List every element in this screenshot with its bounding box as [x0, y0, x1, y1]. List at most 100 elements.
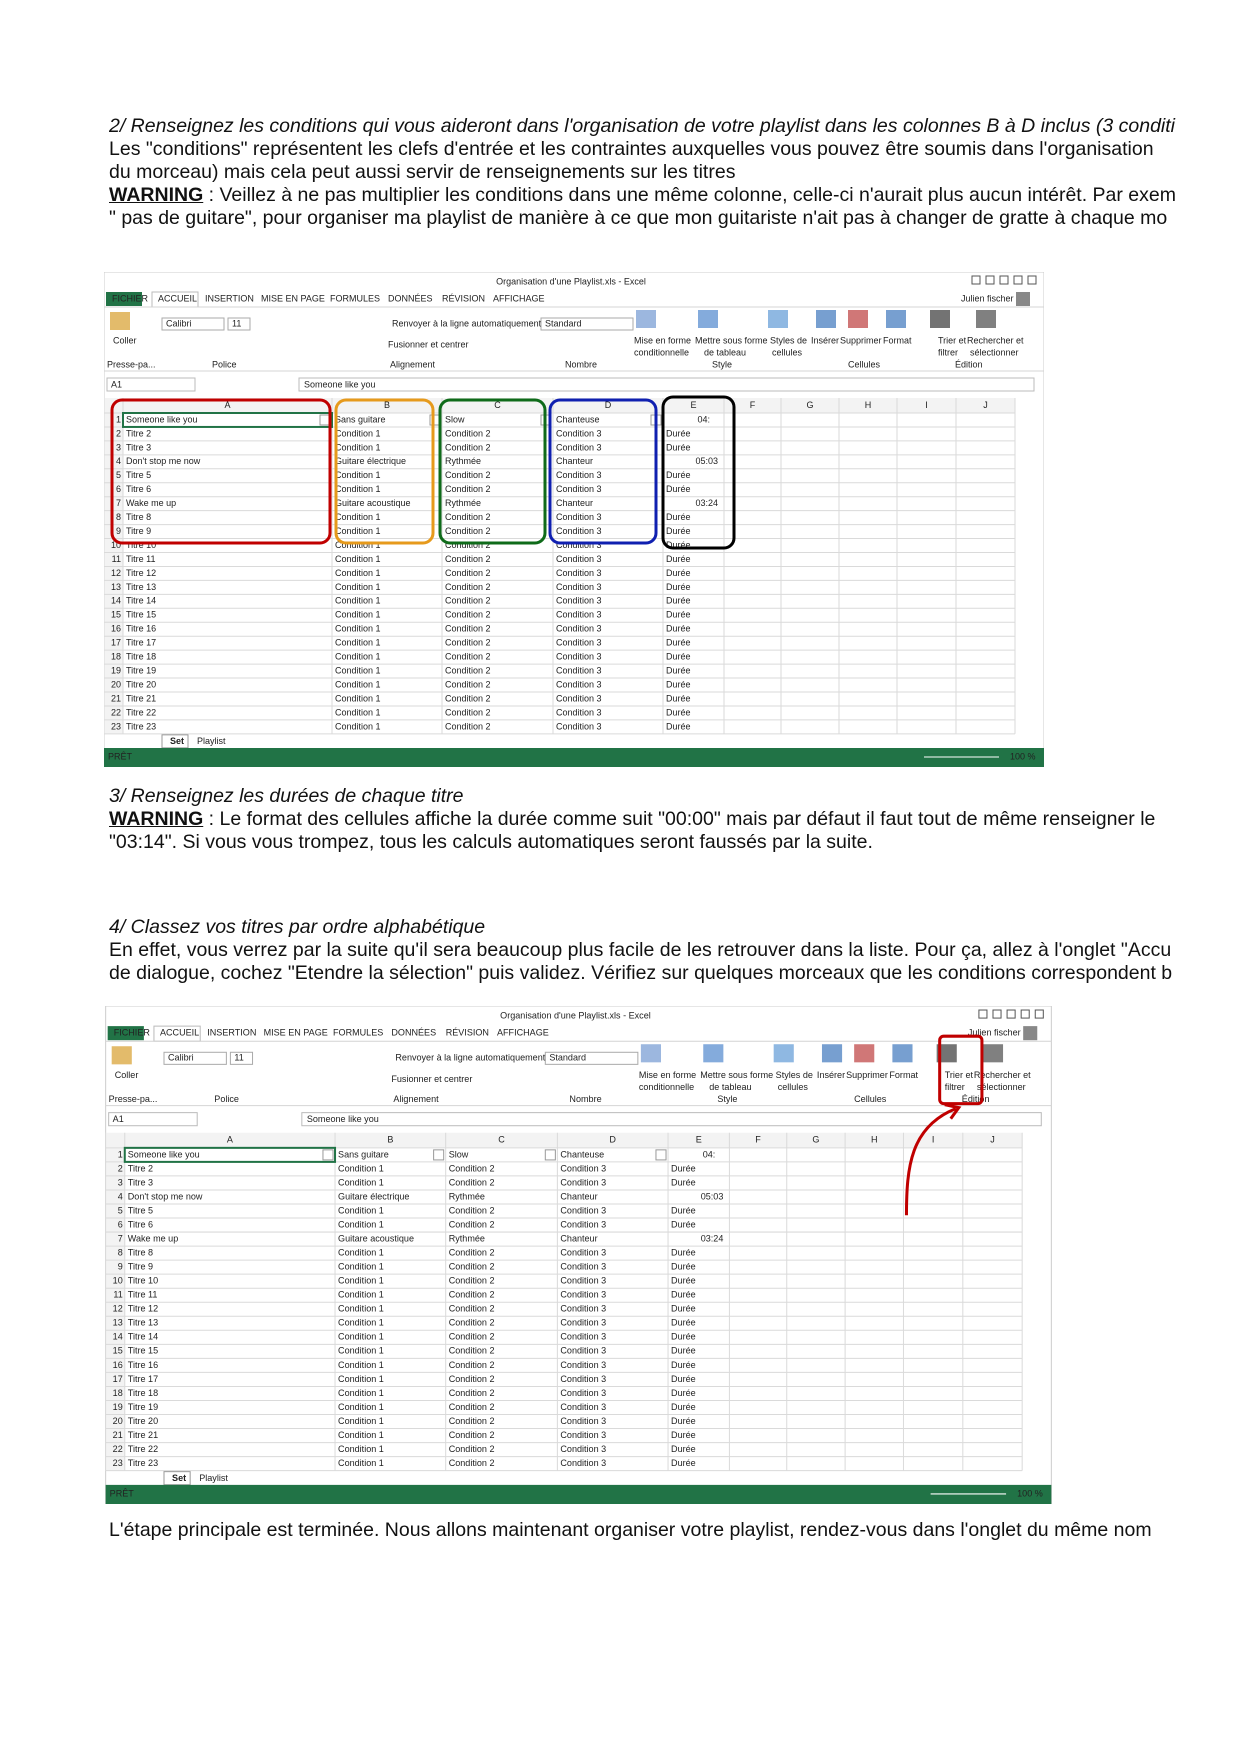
cell: Chanteuse	[560, 1149, 604, 1159]
annotation-box	[548, 398, 658, 545]
cell: Titre 15	[128, 1346, 158, 1356]
cell: Condition 1	[338, 1346, 384, 1356]
cell: Condition 1	[338, 1402, 384, 1412]
cell: Condition 1	[338, 1163, 384, 1173]
cell: Condition 1	[338, 1374, 384, 1384]
row-number: 12	[111, 568, 121, 578]
cell: Sans guitare	[338, 1149, 389, 1159]
row-number: 4	[118, 1191, 123, 1201]
filter-button	[433, 1149, 445, 1161]
sheet-tab-active	[161, 734, 189, 749]
row-number: 14	[111, 596, 121, 606]
window-control	[992, 1009, 1002, 1019]
row-number: 20	[113, 1416, 123, 1426]
row-number: 22	[111, 707, 121, 717]
cell: Durée	[671, 1388, 696, 1398]
name-box-text: A1	[113, 1114, 124, 1124]
cell: Durée	[666, 624, 691, 634]
column-header: I	[932, 1135, 935, 1145]
cell: Titre 12	[128, 1304, 158, 1314]
cell: Condition 2	[445, 442, 491, 452]
cell: Condition 1	[338, 1205, 384, 1215]
cell: Condition 3	[560, 1346, 606, 1356]
window-control	[978, 1009, 988, 1019]
paragraph-line: L'étape principale est terminée. Nous al…	[109, 1519, 1152, 1541]
cell: Titre 2	[128, 1163, 153, 1173]
cell: Condition 1	[335, 652, 381, 662]
row-number: 14	[113, 1332, 123, 1342]
ribbon-tab: AFFICHAGE	[497, 1028, 549, 1038]
cell: Titre 5	[128, 1205, 153, 1215]
cell: Durée	[671, 1248, 696, 1258]
ribbon-label: Insérer	[811, 335, 839, 345]
format-box	[544, 1051, 639, 1065]
cell: Condition 3	[560, 1360, 606, 1370]
excel-screenshot: Organisation d'une Playlist.xls - Excel F…	[104, 272, 1044, 767]
column-header: F	[755, 1135, 761, 1145]
ribbon-label: Coller	[115, 1070, 139, 1080]
cell: Condition 2	[445, 540, 491, 550]
ribbon-label: Mettre sous forme	[700, 1070, 773, 1080]
name-box-text: A1	[111, 379, 122, 389]
paragraph-line: de dialogue, cochez "Etendre la sélectio…	[109, 962, 1173, 984]
cell: Condition 1	[338, 1219, 384, 1229]
row-number: 4	[116, 456, 121, 466]
ribbon-label: sélectionner	[977, 1082, 1026, 1092]
cell: Condition 1	[338, 1360, 384, 1370]
cell: Titre 11	[128, 1290, 158, 1300]
warning-line: WARNING : Veillez à ne pas multiplier le…	[109, 184, 1241, 207]
ribbon-label: Fusionner et centrer	[391, 1074, 472, 1084]
cell: Condition 1	[338, 1248, 384, 1258]
status-bar	[105, 1484, 1052, 1504]
cell: 03:24	[695, 498, 718, 508]
cell: Titre 5	[126, 470, 151, 480]
ribbon-label: Calibri	[166, 318, 192, 328]
cell: Condition 2	[449, 1388, 495, 1398]
cell: Condition 2	[449, 1332, 495, 1342]
selected-cell	[122, 412, 333, 428]
cell: Condition 2	[449, 1248, 495, 1258]
cell: Condition 3	[560, 1205, 606, 1215]
cell: Condition 3	[556, 540, 602, 550]
row-number: 2	[116, 428, 121, 438]
cell: Durée	[666, 707, 691, 717]
ribbon-icon	[982, 1044, 1004, 1063]
cell: Titre 23	[126, 721, 156, 731]
ribbon-icon	[111, 1046, 132, 1065]
ribbon-label: conditionnelle	[639, 1082, 694, 1092]
cell: 05:03	[701, 1191, 724, 1201]
window-bg	[105, 1006, 1052, 1504]
cell: Condition 3	[556, 554, 602, 564]
cell: Titre 2	[126, 428, 151, 438]
cell: Slow	[449, 1149, 469, 1159]
column-header: B	[387, 1135, 393, 1145]
ribbon-group-label: Alignement	[390, 359, 436, 369]
annotation-box	[110, 398, 332, 545]
ribbon-label: cellules	[772, 347, 803, 357]
column-header: B	[384, 400, 390, 410]
row-number: 19	[113, 1402, 123, 1412]
ribbon-icon	[976, 310, 996, 328]
cell: Durée	[666, 540, 691, 550]
row-number: 10	[113, 1276, 123, 1286]
cell: Condition 3	[556, 624, 602, 634]
cell: Titre 3	[126, 442, 151, 452]
ribbon-label: Styles de	[770, 335, 807, 345]
cell: Titre 17	[128, 1374, 158, 1384]
cell: Condition 1	[338, 1458, 384, 1468]
status-text: PRÊT	[108, 751, 133, 761]
filter-button	[322, 1149, 334, 1161]
cell: Condition 3	[556, 610, 602, 620]
ribbon-label: Rechercher et	[967, 335, 1024, 345]
cell: Condition 2	[445, 679, 491, 689]
row-number: 18	[111, 652, 121, 662]
cell: Condition 2	[449, 1430, 495, 1440]
ribbon-label: filtrer	[938, 347, 958, 357]
ribbon-label: 11	[234, 1053, 243, 1063]
column-header: I	[925, 400, 928, 410]
cell: Condition 1	[335, 540, 381, 550]
row-header-bg	[105, 1147, 125, 1471]
ribbon-label: Mise en forme	[639, 1070, 696, 1080]
annotation-box	[334, 398, 435, 545]
cell: Condition 1	[335, 707, 381, 717]
